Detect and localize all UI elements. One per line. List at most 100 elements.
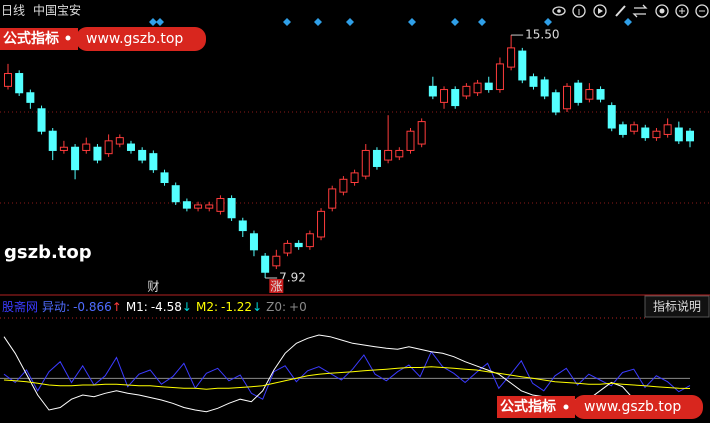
candle-body	[93, 146, 102, 161]
candle-body	[663, 124, 672, 135]
legend-name: Z0:	[266, 300, 286, 314]
event-label: 财	[147, 280, 159, 294]
period-label[interactable]: 日线	[1, 4, 25, 18]
candle-body	[518, 50, 527, 81]
settings-button[interactable]	[655, 4, 669, 18]
candle-body	[294, 242, 303, 248]
candle-body	[194, 204, 203, 209]
swap-button[interactable]	[632, 4, 648, 18]
candle-body	[15, 73, 24, 94]
candle-body	[249, 233, 258, 251]
legend-name: M1:	[126, 300, 148, 314]
candle-body	[126, 143, 135, 151]
play-button[interactable]	[593, 4, 607, 18]
url-text: www.gszb.top	[86, 31, 183, 47]
legend-name: M2:	[196, 300, 218, 314]
candle-body	[350, 172, 359, 183]
candle-body	[428, 85, 437, 97]
candle-body	[272, 255, 281, 267]
zoom-out-button[interactable]	[695, 4, 709, 18]
info-button[interactable]	[572, 4, 586, 18]
candle-body	[585, 89, 594, 100]
candle-body	[160, 172, 169, 183]
candle-body	[26, 92, 35, 103]
candle-body	[395, 149, 404, 158]
candle-body	[305, 233, 314, 248]
candle-body	[82, 143, 91, 151]
candle-body	[495, 63, 504, 91]
legend-arrow: ↓	[252, 300, 262, 314]
badge: 公式指标 www.gszb.top	[0, 27, 206, 51]
candle-body	[507, 47, 516, 68]
url-bg	[573, 395, 703, 419]
candle-body	[171, 185, 180, 203]
candle-body	[473, 82, 482, 94]
url-bg	[76, 27, 206, 51]
candle-body	[484, 82, 493, 91]
indicator-help-button[interactable]: 指标说明	[644, 295, 710, 318]
badge-text: 公式指标	[500, 398, 556, 415]
candle-body	[261, 255, 270, 273]
candle-body	[59, 146, 68, 151]
tool-button[interactable]	[615, 5, 626, 17]
legend-name: 异动:	[42, 300, 70, 314]
candle-body	[596, 89, 605, 100]
candle-body	[372, 149, 381, 167]
site-watermark: gszb.top	[4, 242, 92, 263]
candle-body	[205, 204, 214, 209]
badge-bg	[0, 28, 78, 50]
legend-value: -4.58	[151, 300, 182, 314]
indicator-name: 股斋网	[2, 299, 38, 314]
badge-bg	[497, 396, 575, 418]
button-label[interactable]: 指标说明	[653, 299, 701, 314]
candle-body	[618, 124, 627, 135]
event-box	[269, 279, 284, 293]
indicator-line	[3, 366, 691, 390]
legend-arrow: ↓	[182, 300, 192, 314]
candle-body	[417, 121, 426, 145]
low-label: 7.92	[279, 271, 306, 285]
high-label: 15.50	[525, 28, 559, 42]
candle-body	[37, 108, 46, 132]
legend-value: -0.866	[73, 300, 112, 314]
candle-body	[48, 130, 57, 151]
candle-body	[674, 127, 683, 142]
candle-body	[440, 89, 449, 103]
candle-body	[115, 137, 124, 145]
candle-body	[529, 76, 538, 87]
candle-body	[71, 146, 80, 171]
url-text: www.gszb.top	[584, 399, 681, 415]
toolbar	[552, 4, 709, 18]
candle-body	[607, 105, 616, 129]
candle-body	[182, 201, 191, 209]
indicator-line	[3, 350, 691, 400]
candle-body	[384, 149, 393, 161]
candle-body	[104, 140, 113, 155]
candle-body	[149, 153, 158, 171]
candle-body	[451, 89, 460, 107]
candle-body	[462, 85, 471, 97]
candle-body	[138, 149, 147, 161]
candle-body	[283, 242, 292, 254]
price-panel: 15.50 7.92 财 涨	[4, 28, 694, 294]
candle-body	[540, 79, 549, 97]
candle-body	[686, 130, 694, 142]
zoom-in-button[interactable]	[675, 4, 689, 18]
candle-body	[361, 149, 370, 177]
candle-body	[563, 85, 572, 110]
candle-body	[339, 178, 348, 193]
candle-body	[574, 82, 583, 103]
signal-markers	[149, 18, 632, 26]
badge-text: 公式指标	[3, 30, 59, 47]
candle-body	[328, 188, 337, 209]
event-label: 涨	[270, 279, 282, 294]
badge: 公式指标 www.gszb.top	[497, 395, 703, 419]
legend-value: -1.22	[221, 300, 252, 314]
candle-body	[317, 210, 326, 238]
candle-body	[238, 220, 247, 232]
candle-body	[652, 130, 661, 139]
eye-button[interactable]	[552, 6, 566, 16]
candle-body	[641, 127, 650, 139]
